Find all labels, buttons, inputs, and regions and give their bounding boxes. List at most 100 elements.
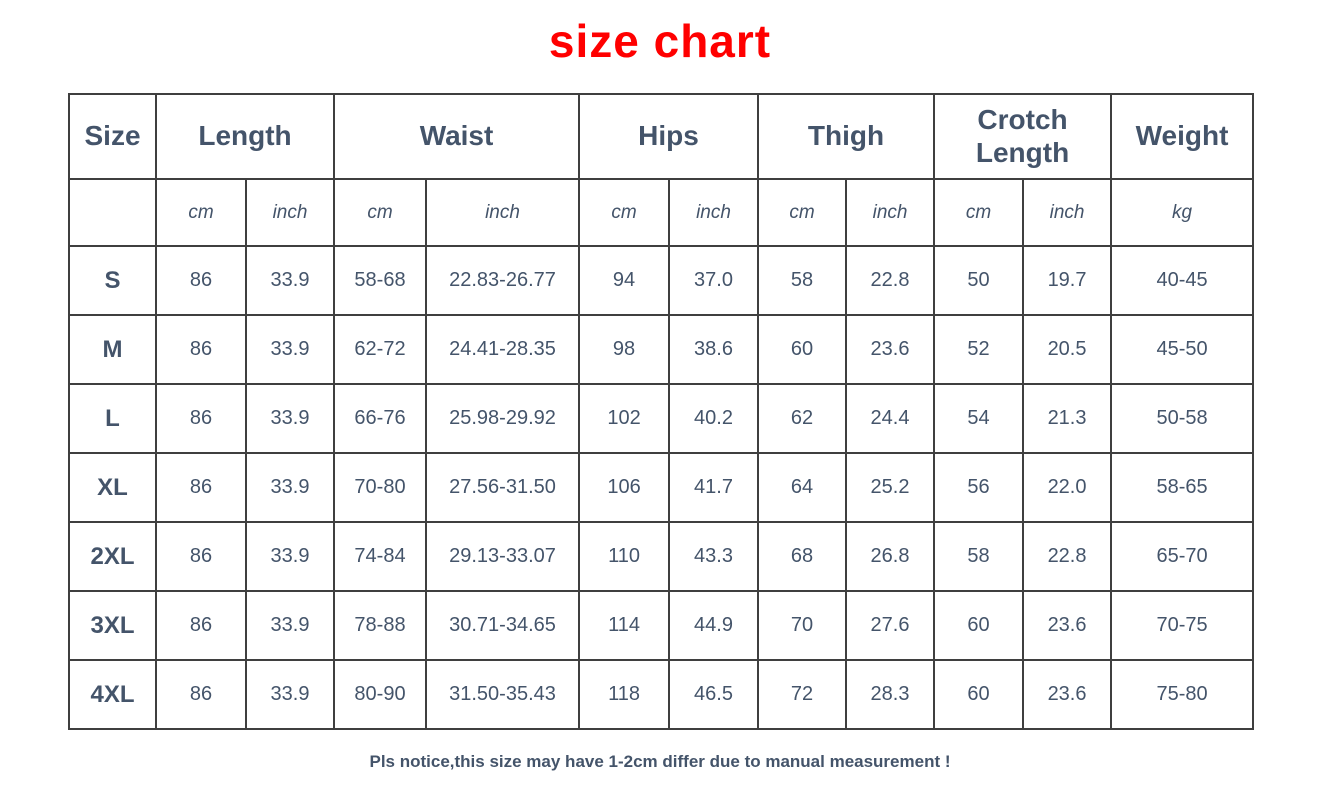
table-row-xl: XL 86 33.9 70-80 27.56-31.50 106 41.7 64 25.2 56 2…	[68, 452, 1255, 523]
table-cell: 114	[578, 590, 671, 661]
size-label: 3XL	[68, 590, 157, 661]
table-cell: 72	[757, 659, 848, 730]
table-cell: 45-50	[1110, 314, 1255, 385]
table-cell: 21.3	[1022, 383, 1113, 454]
table-cell: 33.9	[245, 590, 335, 661]
table-cell: 110	[578, 521, 671, 592]
table-cell: 98	[578, 314, 671, 385]
header-unit-row: cm inch cm inch cm inch cm inch cm inch kg	[68, 178, 1255, 247]
table-cell: 44.9	[668, 590, 760, 661]
table-cell: 38.6	[668, 314, 760, 385]
table-cell: 65-70	[1110, 521, 1255, 592]
table-cell: 22.8	[845, 245, 936, 316]
table-cell: 40-45	[1110, 245, 1255, 316]
column-header-length: Length	[155, 93, 335, 180]
table-cell: 102	[578, 383, 671, 454]
table-row-s: S 86 33.9 58-68 22.83-26.77 94 37.0 58 22.8 50 19.…	[68, 245, 1255, 316]
table-cell: 80-90	[333, 659, 427, 730]
table-cell: 27.56-31.50	[424, 452, 581, 523]
table-cell: 68	[757, 521, 848, 592]
table-row-2xl: 2XL 86 33.9 74-84 29.13-33.07 110 43.3 68 26.8 58…	[68, 521, 1255, 592]
table-cell: 60	[757, 314, 848, 385]
table-cell: 28.3	[845, 659, 936, 730]
table-cell: 27.6	[845, 590, 936, 661]
table-cell: 106	[578, 452, 671, 523]
table-cell: 40.2	[668, 383, 760, 454]
measurement-note: Pls notice,this size may have 1-2cm diff…	[369, 752, 951, 771]
table-cell: 19.7	[1022, 245, 1113, 316]
table-cell: 74-84	[333, 521, 427, 592]
size-label: 4XL	[68, 659, 157, 730]
table-cell: 24.4	[845, 383, 936, 454]
table-cell: 56	[933, 452, 1025, 523]
size-label: M	[68, 314, 157, 385]
table-cell: 23.6	[1022, 590, 1113, 661]
unit-label-inch: inch	[245, 178, 335, 247]
unit-label-empty	[68, 178, 157, 247]
table-cell: 33.9	[245, 452, 335, 523]
column-header-weight: Weight	[1110, 93, 1255, 180]
table-cell: 25.2	[845, 452, 936, 523]
size-label: L	[68, 383, 157, 454]
table-cell: 58-65	[1110, 452, 1255, 523]
table-cell: 29.13-33.07	[424, 521, 581, 592]
unit-label-cm: cm	[757, 178, 848, 247]
unit-label-inch: inch	[845, 178, 936, 247]
table-cell: 54	[933, 383, 1025, 454]
table-cell: 41.7	[668, 452, 760, 523]
table-cell: 66-76	[333, 383, 427, 454]
unit-label-inch: inch	[1022, 178, 1113, 247]
table-cell: 78-88	[333, 590, 427, 661]
table-cell: 43.3	[668, 521, 760, 592]
column-header-hips: Hips	[578, 93, 760, 180]
size-label: S	[68, 245, 157, 316]
table-cell: 52	[933, 314, 1025, 385]
table-cell: 22.0	[1022, 452, 1113, 523]
table-cell: 86	[155, 590, 247, 661]
table-cell: 86	[155, 314, 247, 385]
unit-label-inch: inch	[668, 178, 760, 247]
unit-label-cm: cm	[578, 178, 671, 247]
table-cell: 33.9	[245, 245, 335, 316]
table-body: S 86 33.9 58-68 22.83-26.77 94 37.0 58 22.8 50 19.…	[68, 245, 1255, 730]
unit-label-cm: cm	[155, 178, 247, 247]
table-cell: 58-68	[333, 245, 427, 316]
table-row-l: L 86 33.9 66-76 25.98-29.92 102 40.2 62 24.4 54 21…	[68, 383, 1255, 454]
table-cell: 33.9	[245, 521, 335, 592]
table-cell: 94	[578, 245, 671, 316]
table-row-m: M 86 33.9 62-72 24.41-28.35 98 38.6 60 23.6 52 20.…	[68, 314, 1255, 385]
size-label: XL	[68, 452, 157, 523]
table-cell: 33.9	[245, 659, 335, 730]
table-cell: 50	[933, 245, 1025, 316]
table-cell: 62-72	[333, 314, 427, 385]
table-cell: 75-80	[1110, 659, 1255, 730]
table-cell: 58	[757, 245, 848, 316]
table-cell: 22.8	[1022, 521, 1113, 592]
table-row-4xl: 4XL 86 33.9 80-90 31.50-35.43 118 46.5 72 28.3 60…	[68, 659, 1255, 730]
table-cell: 58	[933, 521, 1025, 592]
table-cell: 26.8	[845, 521, 936, 592]
header-group-row: Size Length Waist Hips Thigh Crotch Length Wei…	[68, 93, 1255, 180]
table-cell: 60	[933, 659, 1025, 730]
table-cell: 86	[155, 659, 247, 730]
table-cell: 86	[155, 245, 247, 316]
unit-label-cm: cm	[933, 178, 1025, 247]
table-cell: 33.9	[245, 383, 335, 454]
table-cell: 70	[757, 590, 848, 661]
table-cell: 86	[155, 383, 247, 454]
table-cell: 118	[578, 659, 671, 730]
table-cell: 20.5	[1022, 314, 1113, 385]
table-cell: 24.41-28.35	[424, 314, 581, 385]
size-chart-table: Size Length Waist Hips Thigh Crotch Length Wei…	[68, 93, 1255, 730]
unit-label-cm: cm	[333, 178, 427, 247]
table-cell: 25.98-29.92	[424, 383, 581, 454]
table-cell: 30.71-34.65	[424, 590, 581, 661]
table-cell: 37.0	[668, 245, 760, 316]
table-cell: 22.83-26.77	[424, 245, 581, 316]
page-title: size chart	[548, 15, 772, 67]
table-cell: 70-80	[333, 452, 427, 523]
unit-label-inch: inch	[424, 178, 581, 247]
unit-label-kg: kg	[1110, 178, 1255, 247]
table-cell: 86	[155, 521, 247, 592]
column-header-crotch-length: Crotch Length	[933, 93, 1113, 180]
